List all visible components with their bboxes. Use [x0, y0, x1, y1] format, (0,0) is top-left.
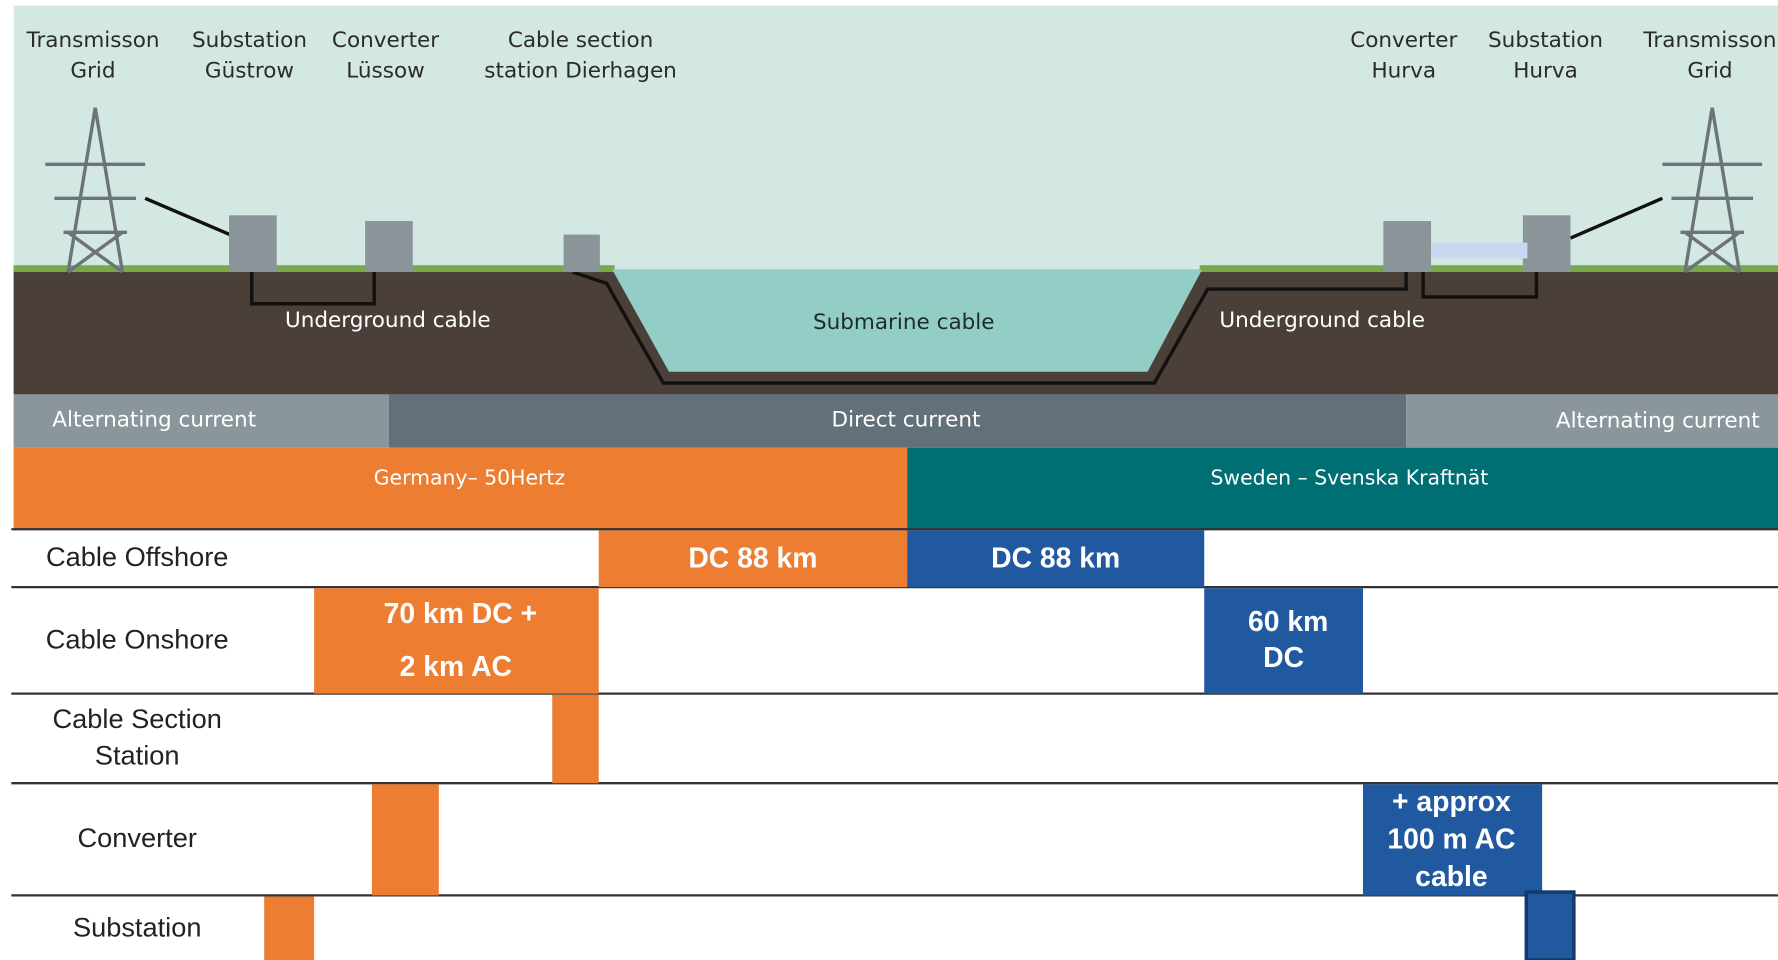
dc-band: [388, 394, 1407, 448]
station-label: Transmisson: [25, 28, 159, 53]
row-label: Converter: [78, 822, 197, 853]
bar-label: cable: [1415, 861, 1487, 893]
station-label: Converter: [1350, 28, 1457, 53]
station-label: Güstrow: [205, 58, 294, 83]
bar-label: + approx: [1392, 786, 1511, 818]
sky: [13, 5, 1778, 276]
current-label: Alternating current: [52, 407, 256, 432]
row-label: Cable Offshore: [46, 541, 228, 572]
station-label: Substation: [1488, 28, 1603, 53]
row-label: Cable Onshore: [46, 624, 229, 655]
bar-label: DC: [1263, 642, 1304, 674]
station-label: Substation: [192, 28, 307, 53]
water: [612, 269, 1202, 372]
grass: [1199, 265, 1778, 273]
bar-label: 100 m AC: [1387, 823, 1515, 855]
cable-label: Submarine cable: [813, 310, 995, 335]
station-label: Hurva: [1513, 58, 1578, 83]
bar-label: 2 km AC: [400, 651, 512, 683]
operator-label: Sweden – Svenska Kraftnät: [1210, 465, 1488, 489]
ac-band: [1406, 394, 1778, 448]
station-label: Hurva: [1371, 58, 1436, 83]
row-label: Cable Section: [53, 703, 222, 734]
bar-label: DC 88 km: [688, 542, 817, 574]
current-label: Alternating current: [1556, 409, 1760, 434]
station-label: Cable section: [508, 28, 653, 53]
row-label: Station: [95, 739, 180, 770]
bar-label: 60 km: [1248, 606, 1328, 638]
station-label: Grid: [1687, 58, 1732, 83]
station-label: station Dierhagen: [484, 58, 677, 83]
station-label: Transmisson: [1642, 28, 1776, 53]
station-label: Converter: [332, 28, 439, 53]
cable-route: [250, 270, 1539, 385]
bar-label: 70 km DC +: [384, 598, 538, 630]
grass: [13, 265, 615, 273]
bars: [264, 530, 1576, 960]
station-label: Grid: [70, 58, 115, 83]
equipment: [229, 215, 1571, 273]
towers: [45, 107, 1763, 274]
bar-label: DC 88 km: [991, 542, 1120, 574]
germany-band: [13, 447, 908, 530]
cable-label: Underground cable: [1219, 308, 1425, 333]
row-label: Substation: [73, 912, 202, 943]
cable-label: Underground cable: [285, 308, 491, 333]
station-label: Lüssow: [346, 58, 424, 83]
sweden-band: [907, 447, 1778, 530]
operator-label: Germany– 50Hertz: [374, 465, 565, 489]
current-label: Direct current: [832, 407, 981, 432]
ac-band: [13, 394, 389, 448]
